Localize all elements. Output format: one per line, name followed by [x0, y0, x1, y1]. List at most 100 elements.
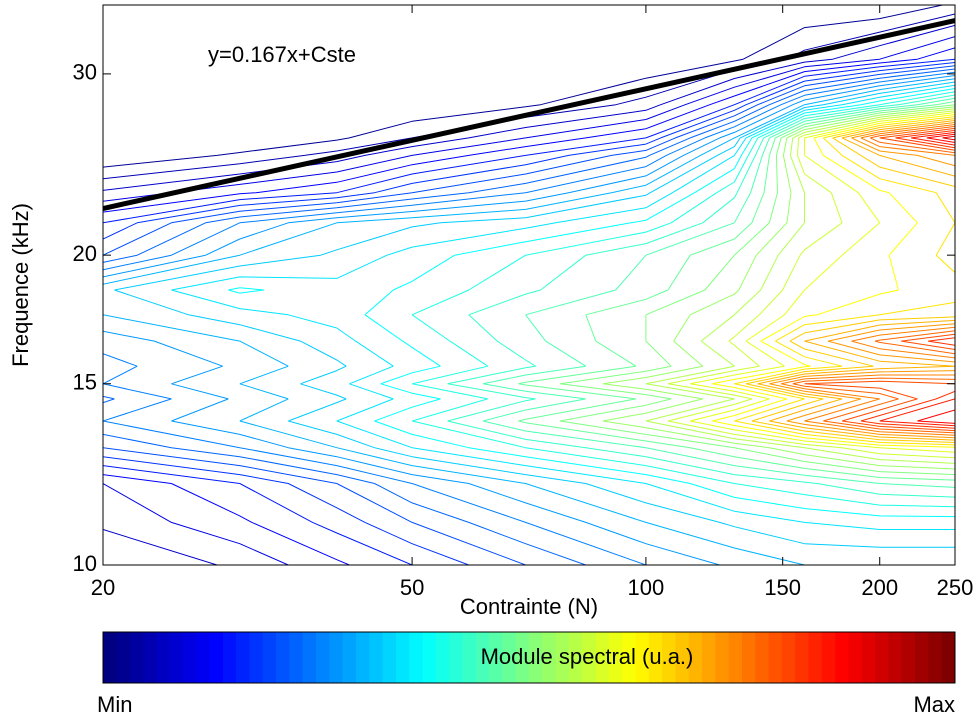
contour-line	[518, 101, 955, 481]
colorbar-cell	[795, 632, 810, 683]
contour-layer	[103, 5, 955, 565]
colorbar-cell	[755, 632, 770, 683]
colorbar-cell	[861, 632, 876, 683]
fit-line	[103, 18, 955, 211]
colorbar-cell	[276, 632, 290, 683]
colorbar-cell	[502, 632, 517, 683]
colorbar-cell	[169, 632, 184, 683]
colorbar-cell	[342, 632, 357, 683]
colorbar-cell	[182, 632, 197, 683]
contour-line	[103, 78, 955, 565]
colorbar-cell	[608, 632, 623, 683]
y-tick-label: 10	[73, 551, 97, 576]
colorbar-cell	[302, 632, 317, 683]
colorbar-cell	[688, 632, 703, 683]
axes-box	[102, 4, 956, 566]
colorbar-cell	[715, 632, 730, 683]
contour-line	[792, 125, 955, 434]
colorbar-cell	[369, 632, 384, 683]
colorbar-box	[102, 631, 956, 684]
colorbar-cell	[928, 632, 943, 683]
colorbar-cell	[103, 632, 117, 683]
y-tick-label: 30	[73, 60, 97, 85]
x-tick-label: 150	[764, 575, 801, 600]
colorbar-cell	[489, 632, 503, 683]
contour-line	[171, 84, 955, 530]
colorbar-cell	[142, 632, 157, 683]
contour-line	[690, 112, 955, 453]
colorbar-cell	[236, 632, 250, 683]
colorbar-cell	[329, 632, 344, 683]
colorbar-cell	[675, 632, 690, 683]
contour-line	[103, 58, 955, 565]
colorbar-cell	[622, 632, 636, 683]
colorbar-cell	[316, 632, 330, 683]
x-tick-label: 50	[400, 575, 424, 600]
contour-line	[780, 124, 955, 436]
contour-line	[804, 127, 955, 432]
colorbar-cell	[821, 632, 836, 683]
contour-line	[103, 62, 955, 565]
colorbar-cell	[582, 632, 597, 683]
contour-line	[879, 131, 955, 427]
contour-line	[757, 120, 955, 441]
colorbar-cell	[409, 632, 423, 683]
contour-line	[734, 116, 955, 446]
colorbar-max: Max	[913, 692, 955, 717]
contour-line	[860, 129, 955, 429]
colorbar-cell	[742, 632, 756, 683]
colorbar-cell	[768, 632, 783, 683]
colorbar-cell	[648, 632, 663, 683]
colorbar	[103, 632, 956, 683]
colorbar-cell	[542, 632, 557, 683]
contour-line	[103, 68, 955, 565]
contour-line	[411, 91, 955, 508]
colorbar-cell	[702, 632, 716, 683]
contour-line	[745, 118, 955, 443]
colorbar-cell	[941, 632, 956, 683]
colorbar-cell	[116, 632, 131, 683]
colorbar-cell	[808, 632, 823, 683]
contour-line	[482, 97, 955, 488]
colorbar-cell	[475, 632, 490, 683]
colorbar-cell	[262, 632, 277, 683]
contour-line	[103, 5, 943, 168]
contour-line	[103, 71, 955, 565]
colorbar-cell	[915, 632, 929, 683]
contour-line	[942, 135, 955, 141]
colorbar-cell	[209, 632, 224, 683]
contour-line	[103, 75, 955, 565]
contour-line	[447, 94, 955, 498]
contour-line	[917, 133, 955, 424]
x-tick-label: 20	[91, 575, 115, 600]
y-axis-label: Frequence (kHz)	[8, 203, 33, 367]
colorbar-cell	[555, 632, 570, 683]
x-tick-label: 100	[628, 575, 665, 600]
colorbar-cell	[568, 632, 583, 683]
colorbar-cell	[395, 632, 410, 683]
contour-line	[667, 110, 955, 459]
contour-line	[645, 108, 955, 464]
colorbar-label: Module spectral (u.a.)	[481, 644, 694, 669]
x-tick-label: 200	[861, 575, 898, 600]
colorbar-cell	[848, 632, 863, 683]
colorbar-cell	[196, 632, 210, 683]
colorbar-cell	[355, 632, 370, 683]
colorbar-cell	[222, 632, 237, 683]
colorbar-cell	[129, 632, 144, 683]
contour-line	[228, 88, 955, 518]
colorbar-cell	[901, 632, 916, 683]
colorbar-cell	[875, 632, 889, 683]
colorbar-cell	[888, 632, 903, 683]
annotation: y=0.167x+Cste	[208, 42, 356, 67]
x-axis-label: Contrainte (N)	[460, 594, 598, 619]
colorbar-cell	[289, 632, 304, 683]
colorbar-cell	[435, 632, 450, 683]
y-tick-label: 15	[73, 370, 97, 395]
colorbar-cell	[529, 632, 543, 683]
contour-line	[103, 24, 955, 565]
y-tick-label: 20	[73, 241, 97, 266]
colorbar-cell	[156, 632, 171, 683]
